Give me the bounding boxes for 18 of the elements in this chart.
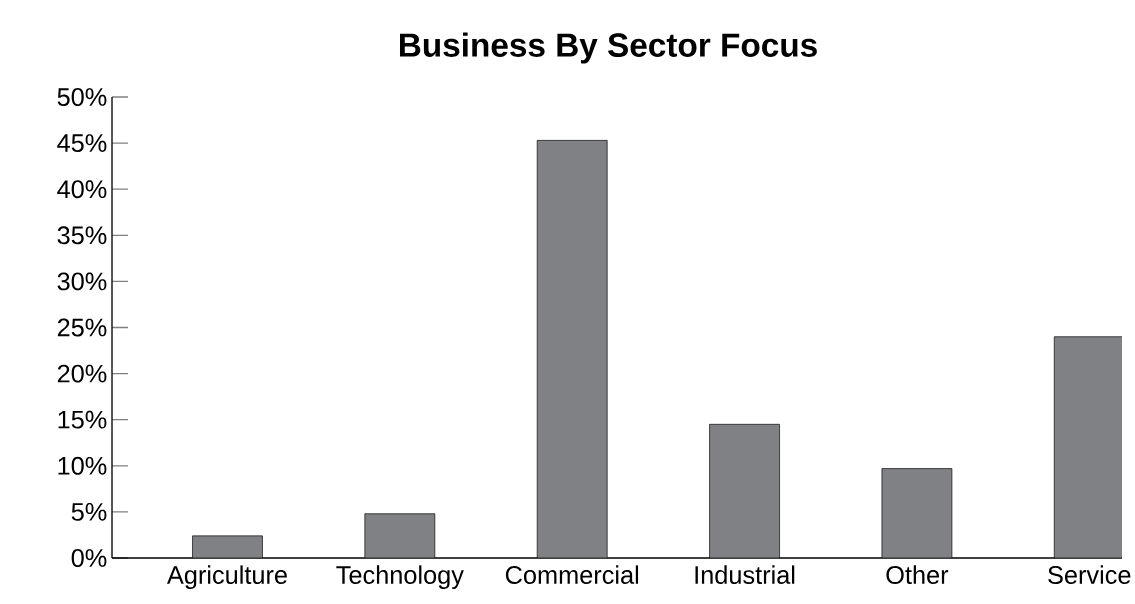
y-tick-label: 45% — [57, 134, 107, 153]
x-tick-label: Service — [1048, 565, 1131, 584]
y-tick-label: 5% — [71, 503, 107, 521]
y-tick-label: 10% — [58, 456, 107, 475]
x-tick-label: Industrial — [695, 565, 795, 584]
x-tick-label: Agriculture — [166, 565, 287, 589]
x-tick-label: Other — [886, 565, 949, 584]
y-tick-label: 0% — [71, 549, 107, 567]
y-tick-label: 15% — [58, 410, 107, 429]
y-tick-label: 50% — [57, 88, 107, 106]
y-tick-label: 20% — [57, 364, 107, 383]
chart-title: Business By Sector Focus — [399, 32, 817, 64]
y-tick-label: 25% — [57, 318, 107, 337]
x-tick-label: Commercial — [505, 565, 639, 584]
y-tick-label: 40% — [57, 180, 107, 199]
x-tick-label: Technology — [336, 565, 464, 589]
y-tick-label: 35% — [57, 226, 107, 245]
y-tick-label: 30% — [57, 272, 107, 291]
